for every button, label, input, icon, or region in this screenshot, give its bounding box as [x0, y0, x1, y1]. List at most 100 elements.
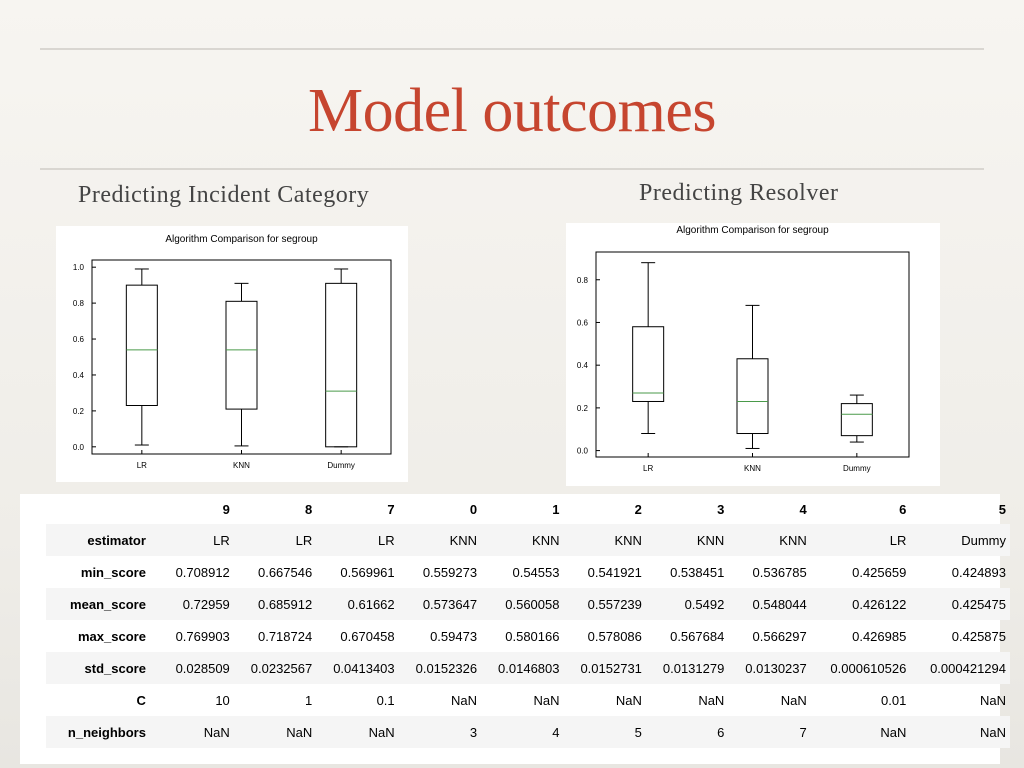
- table-cell: NaN: [451, 692, 478, 708]
- table-cell: 0.1: [376, 692, 395, 708]
- table-cell: 0.61662: [347, 596, 395, 612]
- table-cell: 0.536785: [752, 564, 807, 580]
- table-cell: NaN: [615, 692, 642, 708]
- y-tick-label: 0.6: [73, 335, 85, 344]
- table-cell: 0.0131279: [662, 660, 725, 676]
- table-cell: 0.0152731: [580, 660, 642, 676]
- column-header: 8: [304, 501, 313, 517]
- iqr-box: [325, 282, 358, 448]
- x-tick-label: Dummy: [327, 461, 355, 470]
- table-cell: NaN: [780, 692, 807, 708]
- column-header: 4: [799, 501, 807, 517]
- column-header: 1: [552, 501, 560, 517]
- table-cell: 0.567684: [670, 628, 725, 644]
- table-cell: 0.578086: [587, 628, 642, 644]
- table-cell: 0.557239: [587, 596, 642, 612]
- table-cell: 0.548044: [752, 596, 807, 612]
- table-cell: 0.425475: [951, 596, 1006, 612]
- y-tick-label: 0.8: [73, 299, 85, 308]
- table-cell: LR: [378, 532, 395, 548]
- results-table-panel: 9 8 7 0 1 2 3 4 6 5 estimator LR LR LR KNN KNN KNN KNN KN…: [20, 494, 1010, 764]
- slide-title: Model outcomes: [308, 77, 717, 145]
- table-cell: NaN: [979, 724, 1006, 740]
- results-table: 9 8 7 0 1 2 3 4 6 5 estimator LR LR LR KNN KNN KNN KNN KN…: [46, 494, 1010, 748]
- left-chart-heading: Predicting Incident Category: [78, 182, 370, 208]
- table-cell: 0.424893: [951, 564, 1006, 580]
- title-divider: [40, 168, 984, 170]
- table-cell: 0.580166: [505, 628, 560, 644]
- table-cell: 0.01: [881, 692, 907, 708]
- x-tick-label: LR: [137, 461, 147, 470]
- table-cell: 0.426122: [852, 596, 907, 612]
- table-cell: 4: [552, 724, 560, 740]
- table-cell: NaN: [533, 692, 560, 708]
- table-cell: 0.769903: [175, 628, 230, 644]
- table-row: std_score 0.028509 0.0232567 0.0413403 0.015…: [46, 652, 1010, 684]
- table-cell: LR: [213, 532, 230, 548]
- x-tick-label: KNN: [233, 461, 250, 470]
- table-cell: 0.0146803: [498, 660, 560, 676]
- table-cell: 0.560058: [505, 596, 560, 612]
- table-cell: 0.566297: [752, 628, 807, 644]
- table-cell: 0.718724: [257, 628, 313, 644]
- incident-category-boxplot: Algorithm Comparison for segroup 0.0 0.2 0.…: [73, 234, 392, 470]
- table-cell: 0.426985: [852, 628, 907, 644]
- x-tick-label: LR: [643, 464, 653, 473]
- y-tick-label: 0.4: [73, 371, 85, 380]
- incident-category-chart-panel: Algorithm Comparison for segroup 0.0 0.2 0.…: [56, 226, 408, 482]
- row-header: min_score: [80, 564, 146, 580]
- table-cell: KNN: [779, 532, 807, 548]
- column-header: 9: [222, 501, 230, 517]
- table-cell: 0.0232567: [250, 660, 313, 676]
- right-chart-heading: Predicting Resolver: [639, 180, 839, 206]
- column-header: 2: [634, 501, 642, 517]
- table-cell: 6: [717, 724, 725, 740]
- column-header: 5: [998, 501, 1006, 517]
- table-row: mean_score 0.72959 0.685912 0.61662 0.573647…: [46, 588, 1010, 620]
- table-row: n_neighbors NaN NaN NaN 3 4 5 6 7 NaN NaN: [46, 716, 1010, 748]
- table-cell: 0.538451: [670, 564, 725, 580]
- y-tick-label: 0.6: [577, 318, 589, 327]
- table-cell: LR: [295, 532, 313, 548]
- table-cell: 0.708912: [175, 564, 230, 580]
- table-row: max_score 0.769903 0.718724 0.670458 0.59473…: [46, 620, 1010, 652]
- table-cell: 0.72959: [182, 596, 230, 612]
- x-tick-label: Dummy: [843, 464, 871, 473]
- table-cell: NaN: [979, 692, 1006, 708]
- table-cell: 0.0413403: [333, 660, 395, 676]
- column-header: 0: [469, 501, 478, 517]
- table-cell: 0.0152326: [415, 660, 478, 676]
- table-cell: 0.000421294: [930, 660, 1006, 676]
- table-cell: 0.569961: [340, 564, 395, 580]
- top-divider: [40, 48, 984, 50]
- row-header: C: [136, 692, 146, 708]
- table-cell: 0.425875: [951, 628, 1006, 644]
- table-cell: 0.54553: [512, 564, 560, 580]
- y-tick-label: 0.8: [577, 276, 589, 285]
- table-cell: KNN: [614, 532, 642, 548]
- table-cell: 1: [304, 692, 313, 708]
- column-header: 6: [899, 501, 907, 517]
- table-cell: NaN: [368, 724, 395, 740]
- table-body: estimator LR LR LR KNN KNN KNN KNN KNN LR Dummy min…: [46, 524, 1010, 748]
- resolver-boxplot: Algorithm Comparison for segroup 0.0 0.2 0.…: [577, 225, 910, 473]
- iqr-box: [225, 300, 258, 410]
- column-header: 3: [717, 501, 725, 517]
- table-cell: 0.000610526: [830, 660, 907, 676]
- iqr-box: [125, 284, 158, 406]
- column-header: 7: [387, 501, 395, 517]
- y-tick-label: 0.2: [73, 407, 85, 416]
- table-cell: 0.59473: [430, 628, 478, 644]
- row-header: estimator: [87, 532, 146, 548]
- table-cell: 0.670458: [340, 628, 395, 644]
- table-cell: KNN: [532, 532, 560, 548]
- y-tick-label: 0.4: [577, 361, 589, 370]
- iqr-box: [632, 326, 665, 402]
- table-cell: 0.0130237: [745, 660, 807, 676]
- resolver-chart-panel: Algorithm Comparison for segroup 0.0 0.2 0.…: [566, 223, 940, 486]
- table-header-row: 9 8 7 0 1 2 3 4 6 5: [46, 494, 1010, 524]
- row-header: max_score: [77, 628, 146, 644]
- table-cell: Dummy: [961, 532, 1006, 548]
- table-cell: 5: [634, 724, 642, 740]
- table-row: C 10 1 0.1 NaN NaN NaN NaN NaN 0.01 NaN: [46, 684, 1010, 716]
